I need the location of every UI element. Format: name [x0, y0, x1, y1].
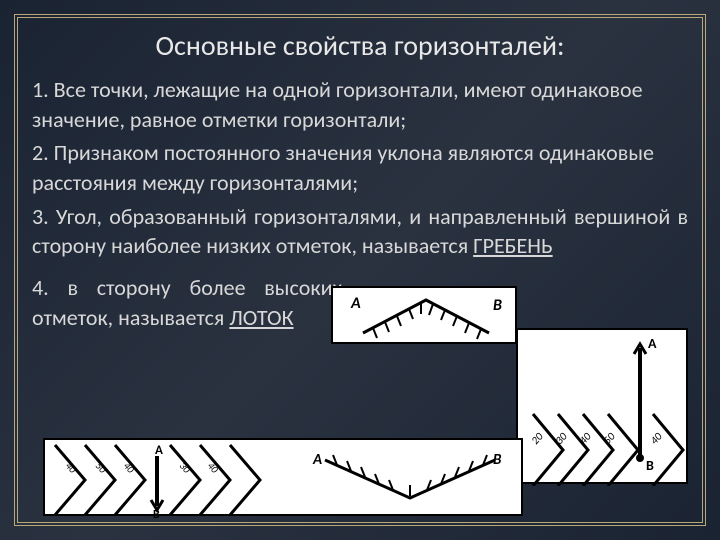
svg-text:A: A	[155, 443, 163, 458]
svg-text:A: A	[312, 451, 322, 469]
svg-text:20: 20	[529, 430, 546, 447]
svg-text:50: 50	[93, 459, 110, 476]
term-greben: ГРЕБЕНЬ	[473, 232, 553, 259]
svg-text:30: 30	[553, 430, 570, 447]
svg-text:40: 40	[648, 430, 665, 447]
svg-text:40: 40	[63, 459, 80, 476]
svg-text:B: B	[153, 508, 160, 518]
figure-valley-composite: A B 40 50 40 30 40 A B	[43, 438, 523, 516]
property-item-1: 1. Все точки, лежащие на одной горизонта…	[32, 75, 688, 134]
item-4-text: 4. в сторону более высоких отметок, назы…	[32, 274, 342, 331]
fig2-label-a: A	[648, 335, 657, 352]
term-lotok: ЛОТОК	[229, 304, 293, 331]
fig2-label-b: B	[646, 457, 654, 474]
svg-text:40: 40	[121, 459, 138, 476]
svg-text:40: 40	[205, 459, 222, 476]
svg-text:30: 30	[177, 459, 194, 476]
fig1-label-b: B	[493, 296, 502, 315]
fig1-label-a: A	[350, 294, 361, 313]
figure-contours-vertical: A B 20 30 40 50 40	[516, 328, 688, 484]
slide-title: Основные свойства горизонталей:	[32, 28, 688, 63]
figure-ridge: A B	[331, 286, 517, 344]
property-item-3: 3. Угол, образованный горизонталями, и н…	[32, 202, 688, 261]
svg-text:50: 50	[601, 430, 618, 447]
property-item-4: 4. в сторону более высоких отметок, назы…	[32, 273, 342, 332]
property-item-2: 2. Признаком постоянного значения уклона…	[32, 138, 688, 197]
item-3-text: 3. Угол, образованный горизонталями, и н…	[32, 203, 688, 260]
svg-text:40: 40	[577, 430, 594, 447]
